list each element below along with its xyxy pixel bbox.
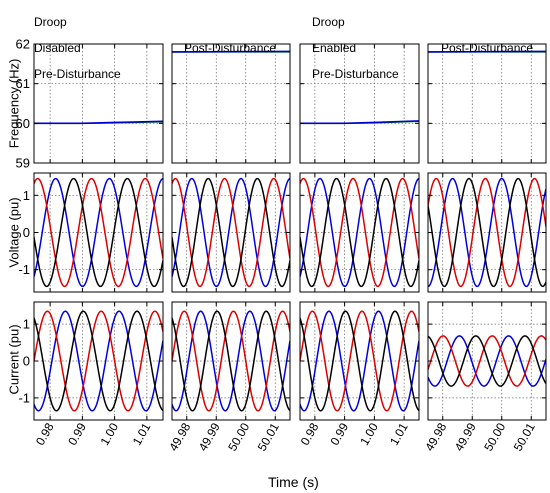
panel-r1-c3 — [299, 43, 420, 164]
panel-r3-c1-xtick-label-2: 1.00 — [97, 420, 121, 448]
panel-r3-c1-data — [34, 310, 163, 412]
panel-r3-c3-xtick-label-3: 1.01 — [387, 420, 411, 448]
xlabel-time: Time (s) — [268, 474, 319, 490]
panel-r3-c2-xtick-label-0: 49.98 — [166, 420, 193, 453]
panel-r3-c4-phase-1 — [428, 335, 546, 387]
panel-r3-c2-phase-3 — [172, 310, 290, 412]
panel-r3-c1-xtick-label-0: 0.98 — [33, 420, 57, 448]
panel-r1-c4 — [427, 43, 547, 164]
panel-r2-c4-phase-1 — [428, 177, 546, 288]
column-title-2: Post-Disturbance — [184, 29, 276, 55]
panel-r2-c1-ytick-label-2: 1 — [23, 188, 30, 203]
panel-r3-c2: 49.98 49.99 50.00 50.01 — [166, 301, 291, 454]
panel-r3-c2-phase-1 — [172, 310, 290, 412]
panel-r3-c4-xtick-label-1: 49.99 — [452, 420, 479, 453]
panel-r3-c3-phase-2 — [300, 310, 419, 412]
column-title-2-line-1: Post-Disturbance — [184, 41, 277, 55]
panel-r2-c3-phase-1 — [300, 177, 419, 288]
panel-r1-c1-ytick-label-3: 62 — [16, 37, 30, 52]
panel-r1-c2-frame — [171, 43, 291, 164]
panel-r3-c4-phase-2 — [428, 335, 546, 387]
panel-r3-c2-xtick-label-3: 50.01 — [255, 420, 282, 453]
ylabel-voltage: Voltage (pu) — [6, 197, 22, 268]
panel-r3-c3-xtick-label-0: 0.98 — [298, 420, 322, 448]
panel-r3-c1-phase-3 — [34, 310, 163, 412]
panel-r3-c1-phase-1 — [34, 310, 163, 412]
panel-r1-c1-series-2 — [34, 120, 163, 125]
panel-r3-c2-data — [172, 310, 290, 412]
panel-r3-c4-xtick-label-3: 50.01 — [511, 420, 538, 453]
panel-r2-c1-phase-3 — [34, 177, 163, 288]
panel-r3-c1-phase-2 — [34, 310, 163, 412]
column-title-4-line-1: Post-Disturbance — [441, 41, 534, 55]
panel-r2-c4-phase-3 — [428, 177, 546, 288]
panel-r1-c3-series-2 — [300, 120, 419, 125]
column-title-3-line-2: Enabled — [312, 41, 357, 55]
panel-r1-c1-ytick-label-1: 60 — [16, 116, 30, 131]
panel-r1-c3-frame — [299, 43, 420, 164]
panel-r2-c3-data — [300, 177, 419, 288]
panel-r2-c1: -1 0 1 — [18, 172, 164, 293]
column-title-1-line-2: Disabled — [34, 41, 81, 55]
panel-r2-c2 — [171, 172, 291, 293]
ylabel-current: Current (pu) — [6, 324, 22, 395]
panel-r3-c4-data — [428, 335, 546, 387]
panel-r3-c4-xtick-label-0: 49.98 — [422, 420, 449, 453]
panel-r2-c2-data — [172, 177, 290, 288]
panel-r1-c1-ytick-label-2: 61 — [16, 76, 30, 91]
panel-r3-c2-xtick-label-2: 50.00 — [225, 420, 252, 453]
column-title-3-line-1: Droop — [312, 15, 345, 29]
panel-r3-c3-phase-1 — [300, 310, 419, 412]
panel-r2-c3 — [299, 172, 420, 293]
panel-r3-c1-ytick-label-2: 1 — [23, 317, 30, 332]
panel-r2-c1-ytick-label-0: -1 — [18, 262, 30, 277]
panel-r3-c3: 0.98 0.99 1.00 1.01 — [298, 301, 420, 448]
panel-r1-c1-ytick-label-0: 59 — [16, 156, 30, 171]
panel-r3-c1-xtick-label-3: 1.01 — [130, 420, 154, 448]
panel-r1-c4-frame — [427, 43, 547, 164]
panel-r1-c1: 59 60 61 62 — [16, 37, 164, 171]
panel-r3-c4: 49.98 49.99 50.00 50.01 — [422, 301, 547, 454]
panel-r3-c3-data — [300, 310, 419, 412]
column-title-3-line-3: Pre-Disturbance — [312, 67, 399, 81]
panel-r3-c3-xtick-label-2: 1.00 — [357, 420, 381, 448]
panel-r1-c1-frame — [33, 43, 164, 164]
panel-r3-c4-phase-3 — [428, 335, 546, 387]
panel-r2-c2-phase-1 — [172, 177, 290, 288]
ylabel-frequency: Frequency (Hz) — [6, 58, 22, 149]
panel-r2-c4-data — [428, 177, 546, 288]
column-title-3: Droop Enabled Pre-Disturbance — [312, 3, 399, 81]
panel-r2-c1-phase-1 — [34, 177, 163, 288]
column-title-4: Post-Disturbance — [441, 29, 533, 55]
panel-r2-c4 — [427, 172, 547, 293]
panel-r1-c2 — [171, 43, 291, 164]
panel-r1-c3-data — [300, 120, 419, 125]
column-title-1: Droop Disabled Pre-Disturbance — [34, 3, 121, 81]
panel-r3-c4-xtick-label-2: 50.00 — [481, 420, 508, 453]
panel-r3-c3-xtick-label-1: 0.99 — [327, 420, 351, 448]
panel-r2-c1-data — [34, 177, 163, 288]
column-title-1-line-3: Pre-Disturbance — [34, 67, 121, 81]
panel-r2-c3-phase-3 — [300, 177, 419, 288]
panel-r3-c1-ytick-label-0: -1 — [18, 390, 30, 405]
panel-r1-c1-data — [34, 120, 163, 125]
panel-r3-c2-phase-2 — [172, 310, 290, 412]
panel-r3-c2-xtick-label-1: 49.99 — [196, 420, 223, 453]
column-title-1-line-1: Droop — [34, 15, 67, 29]
panel-r3-c1-xtick-label-1: 0.99 — [65, 420, 89, 448]
panel-r3-c1: -1 0 1 0.98 0.99 1.00 1.01 — [18, 301, 164, 448]
panel-r3-c3-phase-3 — [300, 310, 419, 412]
panel-r2-c2-phase-3 — [172, 177, 290, 288]
panel-r3-c1-ytick-label-1: 0 — [23, 354, 30, 369]
panel-r2-c1-ytick-label-1: 0 — [23, 225, 30, 240]
